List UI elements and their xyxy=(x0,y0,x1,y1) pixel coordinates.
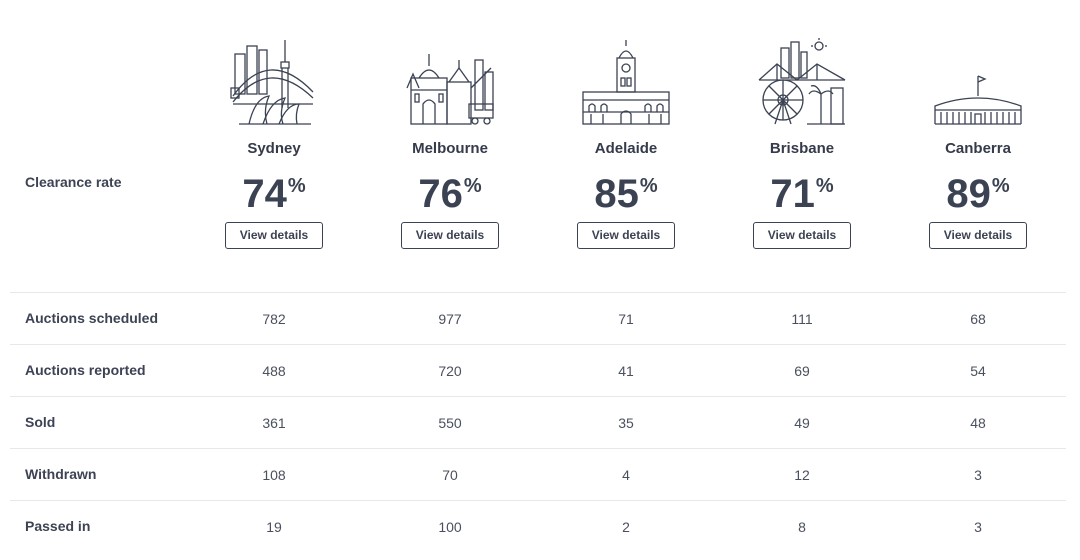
city-name: Canberra xyxy=(945,140,1011,157)
city-column-adelaide: Adelaide 85% View details xyxy=(538,30,714,249)
rate-percent-sign: % xyxy=(287,175,306,197)
table-cell: 70 xyxy=(442,467,458,483)
table-cell: 35 xyxy=(618,415,634,431)
city-name: Melbourne xyxy=(412,140,488,157)
city-column-sydney: Sydney 74% View details xyxy=(186,30,362,249)
table-cell: 71 xyxy=(618,311,634,327)
clearance-rate-value: 71% xyxy=(714,164,890,216)
row-divider xyxy=(10,292,1066,293)
city-column-canberra: Canberra 89% View details xyxy=(890,30,1066,249)
city-column-melbourne: Melbourne 76% View details xyxy=(362,30,538,249)
table-cell: 720 xyxy=(438,363,462,379)
rate-number: 85 xyxy=(594,172,639,216)
clearance-rate-value: 76% xyxy=(362,164,538,216)
table-cell: 550 xyxy=(438,415,462,431)
rate-percent-sign: % xyxy=(815,175,834,197)
city-name: Brisbane xyxy=(769,140,835,157)
table-cell: 12 xyxy=(794,467,810,483)
table-cell: 108 xyxy=(262,467,286,483)
rate-number: 89 xyxy=(946,172,991,216)
table-cell: 111 xyxy=(791,311,813,327)
view-details-button-brisbane[interactable]: View details xyxy=(753,222,851,249)
table-cell: 361 xyxy=(262,415,286,431)
table-cell: 2 xyxy=(622,519,630,535)
row-divider xyxy=(10,500,1066,501)
view-details-button-melbourne[interactable]: View details xyxy=(401,222,499,249)
view-details-button-sydney[interactable]: View details xyxy=(225,222,323,249)
table-cell: 977 xyxy=(438,311,462,327)
row-divider xyxy=(10,396,1066,397)
row-label-auctions-scheduled: Auctions scheduled xyxy=(25,310,159,326)
city-name: Sydney xyxy=(247,140,301,157)
brisbane-skyline-icon xyxy=(714,30,890,126)
table-cell: 69 xyxy=(794,363,810,379)
row-label-sold: Sold xyxy=(25,414,56,430)
rate-number: 76 xyxy=(418,172,463,216)
table-cell: 488 xyxy=(262,363,286,379)
view-details-button-canberra[interactable]: View details xyxy=(929,222,1027,249)
table-cell: 782 xyxy=(262,311,286,327)
clearance-rate-label: Clearance rate xyxy=(25,174,122,190)
table-cell: 48 xyxy=(970,415,986,431)
table-cell: 49 xyxy=(794,415,810,431)
table-cell: 3 xyxy=(974,519,982,535)
adelaide-townhall-icon xyxy=(538,30,714,126)
rate-percent-sign: % xyxy=(463,175,482,197)
table-cell: 68 xyxy=(970,311,986,327)
city-name: Adelaide xyxy=(594,140,658,157)
rate-number: 74 xyxy=(242,172,287,216)
table-cell: 41 xyxy=(618,363,634,379)
canberra-parliament-icon xyxy=(890,30,1066,126)
city-column-brisbane: Brisbane 71% View details xyxy=(714,30,890,249)
clearance-rate-value: 89% xyxy=(890,164,1066,216)
row-divider xyxy=(10,344,1066,345)
table-cell: 54 xyxy=(970,363,986,379)
row-label-withdrawn: Withdrawn xyxy=(25,466,97,482)
row-label-auctions-reported: Auctions reported xyxy=(25,362,146,378)
table-cell: 100 xyxy=(438,519,462,535)
sydney-skyline-icon xyxy=(186,30,362,126)
table-cell: 19 xyxy=(266,519,282,535)
table-cell: 3 xyxy=(974,467,982,483)
rate-number: 71 xyxy=(770,172,815,216)
view-details-button-adelaide[interactable]: View details xyxy=(577,222,675,249)
row-label-passed-in: Passed in xyxy=(25,518,91,534)
clearance-rate-value: 85% xyxy=(538,164,714,216)
clearance-rate-value: 74% xyxy=(186,164,362,216)
rate-percent-sign: % xyxy=(991,175,1010,197)
table-cell: 4 xyxy=(622,467,630,483)
row-divider xyxy=(10,448,1066,449)
table-cell: 8 xyxy=(798,519,806,535)
melbourne-skyline-icon xyxy=(362,30,538,126)
rate-percent-sign: % xyxy=(639,175,658,197)
